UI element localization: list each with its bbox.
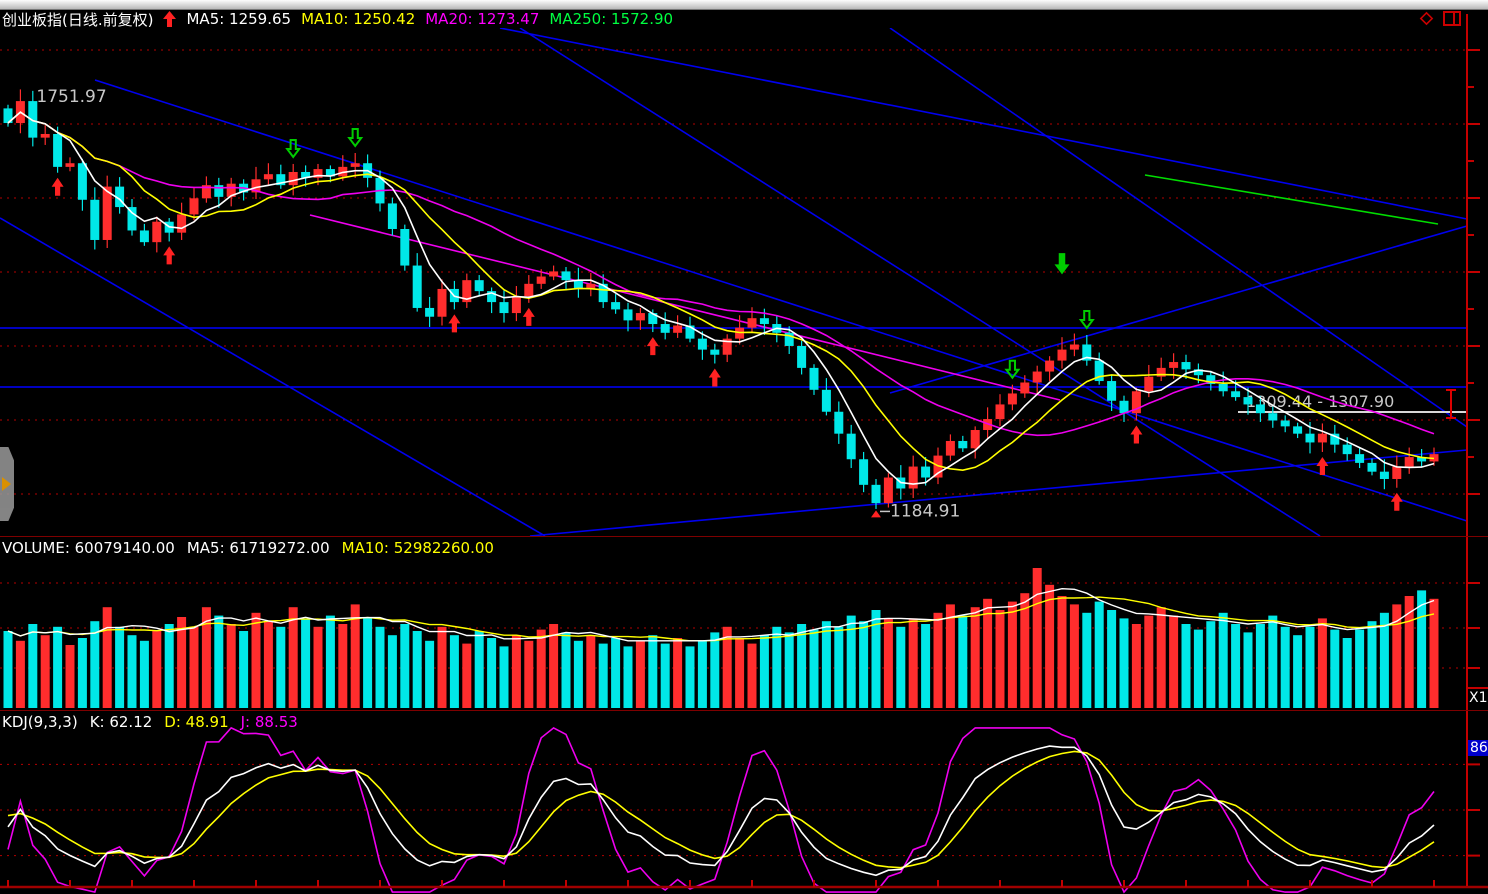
kdj-header: KDJ(9,3,3) K: 62.12 D: 48.91 J: 88.53 — [2, 713, 298, 731]
ma5-value: MA5: 1259.65 — [186, 10, 292, 28]
candlestick-chart[interactable]: 1309.44 - 1307.90 1751.97 1184.91 — [0, 28, 1488, 536]
kdj-chart[interactable] — [0, 710, 1488, 894]
kdj-d-value: D: 48.91 — [164, 713, 229, 731]
ma250-value: MA250: 1572.90 — [549, 10, 674, 28]
kdj-current-value-label: 86 — [1468, 740, 1488, 756]
volume-scale-label: X1 — [1469, 690, 1488, 706]
pane-separator — [0, 536, 1488, 537]
ma20-value: MA20: 1273.47 — [425, 10, 540, 28]
diamond-icon[interactable] — [1418, 10, 1435, 27]
volume-chart[interactable] — [0, 537, 1488, 710]
window-titlebar-strip — [0, 0, 1488, 10]
split-window-icon[interactable] — [1443, 10, 1462, 27]
instrument-title: 创业板指(日线.前复权) — [2, 10, 154, 29]
volume-header: VOLUME: 60079140.00 MA5: 61719272.00 MA1… — [2, 539, 494, 557]
right-price-axis — [1466, 14, 1468, 886]
pane-separator — [0, 710, 1488, 711]
ma10-value: MA10: 1250.42 — [301, 10, 416, 28]
kdj-k-value: K: 62.12 — [89, 713, 153, 731]
svg-text:1309.44 - 1307.90: 1309.44 - 1307.90 — [1246, 392, 1394, 411]
volume-ma10-value: MA10: 52982260.00 — [341, 539, 494, 557]
volume-value: VOLUME: 60079140.00 — [2, 539, 175, 557]
panel-expand-handle[interactable] — [0, 447, 14, 521]
kdj-label: KDJ(9,3,3) — [2, 713, 78, 731]
play-arrow-icon — [2, 477, 11, 491]
chart-header: 创业板指(日线.前复权) MA5: 1259.65 MA10: 1250.42 … — [2, 10, 674, 29]
volume-ma5-value: MA5: 61719272.00 — [186, 539, 330, 557]
up-arrow-icon — [163, 11, 177, 27]
kdj-j-value: J: 88.53 — [240, 713, 298, 731]
svg-text:1184.91: 1184.91 — [890, 501, 960, 521]
svg-text:1751.97: 1751.97 — [36, 87, 106, 107]
